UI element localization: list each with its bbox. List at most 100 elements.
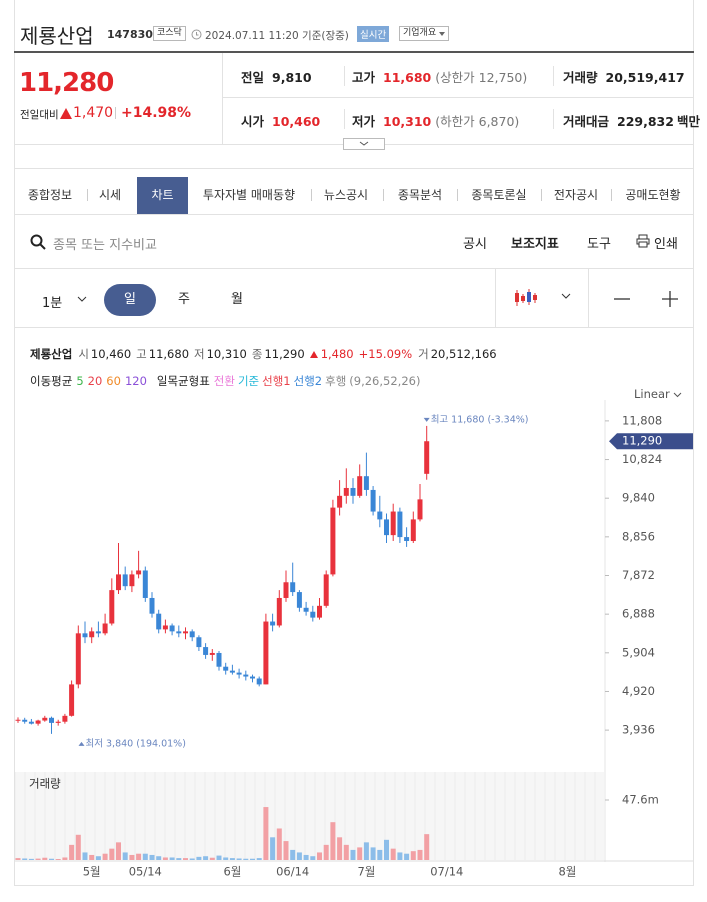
tab[interactable]: 종합정보 bbox=[27, 188, 73, 202]
divider bbox=[588, 269, 589, 327]
y-tick-label: 4,920 bbox=[622, 684, 655, 698]
volume-bar bbox=[22, 858, 28, 860]
period-button[interactable]: 주 bbox=[178, 292, 190, 307]
scale-mode[interactable]: Linear bbox=[634, 387, 670, 401]
volume-bar bbox=[183, 858, 188, 860]
toolbar-button[interactable]: 인쇄 bbox=[654, 237, 678, 252]
tab[interactable]: 공매도현황 bbox=[625, 188, 681, 202]
candle-body bbox=[404, 537, 410, 542]
volume-bar bbox=[229, 858, 235, 860]
volume-bar bbox=[129, 854, 135, 860]
legend-label: 일목균형표 bbox=[156, 374, 210, 388]
candle-body bbox=[55, 721, 61, 723]
legend-params: (9,26,52,26) bbox=[349, 374, 421, 388]
volume-bar bbox=[323, 844, 329, 860]
caret bbox=[439, 32, 446, 36]
candle-body bbox=[82, 633, 88, 638]
candle-body bbox=[370, 489, 376, 512]
stat-col-rule bbox=[553, 66, 554, 86]
candle-body bbox=[317, 605, 322, 618]
candle-body bbox=[263, 621, 269, 685]
volume-bar bbox=[142, 853, 148, 860]
candle-body bbox=[136, 570, 142, 575]
candle-body bbox=[62, 715, 68, 722]
candle-body bbox=[243, 674, 249, 677]
stat-value: 9,810 bbox=[272, 70, 312, 85]
volume-bar bbox=[149, 854, 155, 860]
candle-body bbox=[357, 476, 363, 496]
tab-separator bbox=[457, 189, 458, 201]
stat-col-rule bbox=[344, 66, 345, 86]
stat-label: 전일 bbox=[241, 70, 265, 85]
candle-body bbox=[75, 633, 81, 685]
chart-type-icon[interactable] bbox=[514, 287, 540, 309]
stat: 전일 9,810 bbox=[241, 67, 312, 86]
volume-bar bbox=[116, 842, 121, 860]
period-button[interactable]: 일 bbox=[104, 284, 156, 316]
legend-item: 20 bbox=[87, 374, 103, 388]
period-button[interactable]: 월 bbox=[231, 292, 243, 307]
tab[interactable]: 차트 bbox=[137, 177, 188, 214]
candle-body bbox=[116, 574, 121, 591]
max-marker bbox=[423, 417, 430, 422]
volume-bar bbox=[122, 852, 128, 860]
candle-body bbox=[343, 487, 349, 496]
volume-bar bbox=[109, 848, 115, 860]
toolbar-button[interactable]: 보조지표 bbox=[511, 237, 559, 252]
realtime-badge[interactable]: 실시간 bbox=[357, 26, 390, 42]
tab[interactable]: 전자공시 bbox=[553, 188, 599, 202]
candle-body bbox=[424, 441, 430, 474]
candle-body bbox=[28, 721, 34, 724]
interval-select[interactable]: 1분 bbox=[42, 296, 63, 311]
toolbar-button[interactable]: 공시 bbox=[463, 237, 487, 252]
stat-value: 10,460 bbox=[272, 114, 321, 129]
divider bbox=[495, 269, 496, 327]
toolbar-button[interactable]: 도구 bbox=[587, 237, 611, 252]
tab[interactable]: 시세 bbox=[98, 188, 122, 202]
max-annotation: 최고 11,680 (-3.34%) bbox=[431, 414, 529, 425]
tab[interactable]: 뉴스공시 bbox=[323, 188, 369, 202]
zoom-in[interactable] bbox=[661, 290, 679, 308]
section-rule bbox=[14, 168, 694, 169]
y-tick-label: 5,904 bbox=[622, 645, 655, 659]
x-tick-label: 07/14 bbox=[430, 865, 463, 879]
volume-bar bbox=[223, 857, 229, 860]
candle-body bbox=[209, 652, 215, 655]
up-arrow bbox=[60, 108, 72, 119]
candle-body bbox=[310, 611, 316, 618]
search-input[interactable]: 종목 또는 지수비교 bbox=[53, 238, 157, 253]
zoom-out[interactable] bbox=[613, 290, 631, 308]
volume-bar bbox=[82, 852, 88, 860]
caret[interactable] bbox=[561, 293, 571, 299]
tab[interactable]: 투자자별 매매동향 bbox=[202, 188, 296, 202]
volume-bar bbox=[296, 852, 302, 860]
company-button[interactable]: 기업개요 bbox=[399, 26, 450, 41]
y-tick-label: 8,856 bbox=[622, 529, 655, 543]
volume-bar bbox=[189, 858, 195, 860]
volume-bar bbox=[49, 858, 54, 860]
stat: 고가 11,680 (상한가 12,750) bbox=[352, 67, 527, 86]
volume-bar bbox=[283, 841, 289, 860]
tab[interactable]: 종목분석 bbox=[397, 188, 443, 202]
volume-bar bbox=[263, 807, 269, 860]
x-tick-label: 05/14 bbox=[129, 865, 162, 879]
candle-body bbox=[256, 678, 262, 685]
candle-body bbox=[236, 672, 242, 675]
info-label: 종 bbox=[251, 347, 263, 361]
company-button-label: 기업개요 bbox=[403, 28, 437, 38]
stat-note: (하한가 6,870) bbox=[435, 114, 520, 129]
stock-name: 제룡산업 bbox=[20, 24, 94, 48]
x-tick-label: 8월 bbox=[558, 865, 576, 879]
collapse-button[interactable] bbox=[343, 138, 385, 150]
legend-item: 선행2 bbox=[293, 374, 323, 388]
frame-left bbox=[14, 0, 15, 886]
volume-bar bbox=[357, 847, 363, 860]
candle-body bbox=[296, 592, 302, 608]
legend-item: 선행1 bbox=[262, 374, 291, 388]
volume-bar bbox=[28, 858, 34, 860]
candle-body bbox=[323, 574, 329, 606]
search-icon bbox=[30, 234, 46, 250]
clock-icon bbox=[191, 29, 202, 40]
candle-body bbox=[189, 631, 195, 638]
tab[interactable]: 종목토론실 bbox=[471, 188, 527, 202]
